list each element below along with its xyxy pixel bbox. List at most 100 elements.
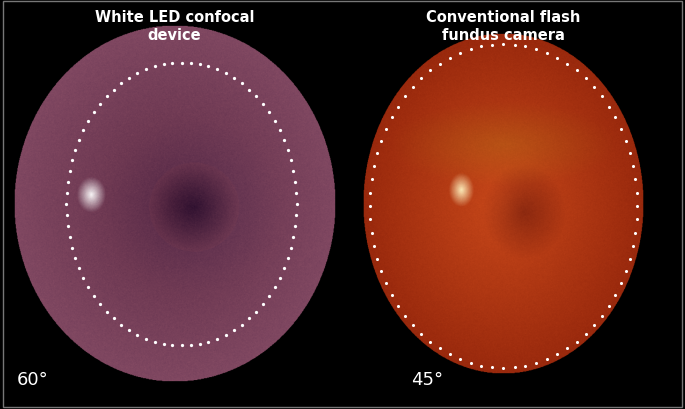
Point [290, 179, 301, 186]
Point [66, 157, 77, 164]
Point [274, 275, 285, 281]
Point [83, 284, 94, 291]
Point [288, 168, 299, 175]
Point [541, 50, 552, 57]
Point [212, 335, 223, 342]
Point [621, 268, 632, 275]
Point [88, 293, 99, 299]
Point [416, 331, 427, 337]
Point [531, 360, 542, 366]
Point [541, 356, 552, 363]
Point [167, 61, 178, 67]
Point [88, 110, 99, 116]
Point [596, 94, 607, 100]
Point [630, 177, 640, 183]
Point [434, 345, 445, 352]
Point [445, 55, 456, 62]
Point [64, 168, 75, 175]
Point [621, 138, 632, 145]
Point [66, 245, 77, 252]
Point [236, 81, 247, 88]
Point [476, 44, 487, 50]
Point [194, 62, 205, 68]
Point [498, 42, 509, 48]
Point [228, 327, 239, 333]
Point [455, 50, 466, 57]
Point [369, 243, 379, 249]
Point [290, 223, 301, 230]
Point [282, 255, 293, 262]
Point [509, 42, 520, 49]
Point [631, 190, 642, 196]
Point [520, 363, 531, 369]
Point [158, 62, 169, 68]
Point [274, 128, 285, 134]
Point [381, 280, 392, 287]
Point [290, 190, 301, 197]
Point [624, 151, 635, 157]
Point [269, 284, 280, 291]
Point [83, 118, 94, 125]
Point [627, 243, 638, 249]
Point [220, 332, 231, 338]
Point [375, 138, 386, 145]
Point [288, 234, 299, 241]
Point [455, 356, 466, 363]
Point [62, 179, 73, 186]
Point [95, 301, 105, 308]
Point [603, 104, 614, 110]
Point [149, 64, 160, 71]
Point [610, 115, 621, 121]
Point [78, 128, 89, 134]
Point [386, 115, 397, 121]
Point [236, 321, 247, 328]
Point [425, 68, 436, 74]
Point [562, 345, 573, 352]
Point [562, 61, 573, 68]
Point [176, 342, 187, 349]
Point [228, 76, 239, 82]
Point [244, 87, 255, 94]
Point [124, 327, 135, 333]
Point [212, 67, 223, 74]
Point [291, 201, 302, 208]
Point [408, 84, 419, 91]
Point [251, 94, 262, 101]
Point [258, 301, 269, 308]
Point [203, 338, 214, 345]
Point [286, 245, 297, 252]
Point [264, 293, 275, 299]
Point [108, 87, 119, 94]
Point [167, 342, 178, 348]
Point [64, 234, 75, 241]
Point [185, 61, 196, 67]
Point [132, 332, 143, 338]
Point [279, 137, 290, 144]
Point [140, 335, 151, 342]
Point [393, 104, 403, 110]
Point [445, 351, 456, 358]
Point [62, 190, 73, 197]
Text: Conventional flash
fundus camera: Conventional flash fundus camera [426, 10, 581, 43]
Point [124, 76, 135, 82]
Point [416, 76, 427, 82]
Point [603, 303, 614, 309]
Point [158, 341, 169, 347]
Point [386, 292, 397, 298]
Point [375, 268, 386, 275]
Point [476, 363, 487, 369]
Point [580, 331, 591, 337]
Point [487, 364, 498, 371]
Point [425, 339, 436, 345]
Point [264, 110, 275, 116]
Point [279, 265, 290, 272]
Point [366, 177, 377, 183]
Text: 45°: 45° [411, 371, 443, 389]
Point [290, 212, 301, 219]
Point [624, 256, 635, 262]
Point [101, 94, 112, 101]
Point [632, 203, 643, 210]
Point [571, 68, 582, 74]
Point [258, 101, 269, 108]
Point [551, 351, 562, 358]
